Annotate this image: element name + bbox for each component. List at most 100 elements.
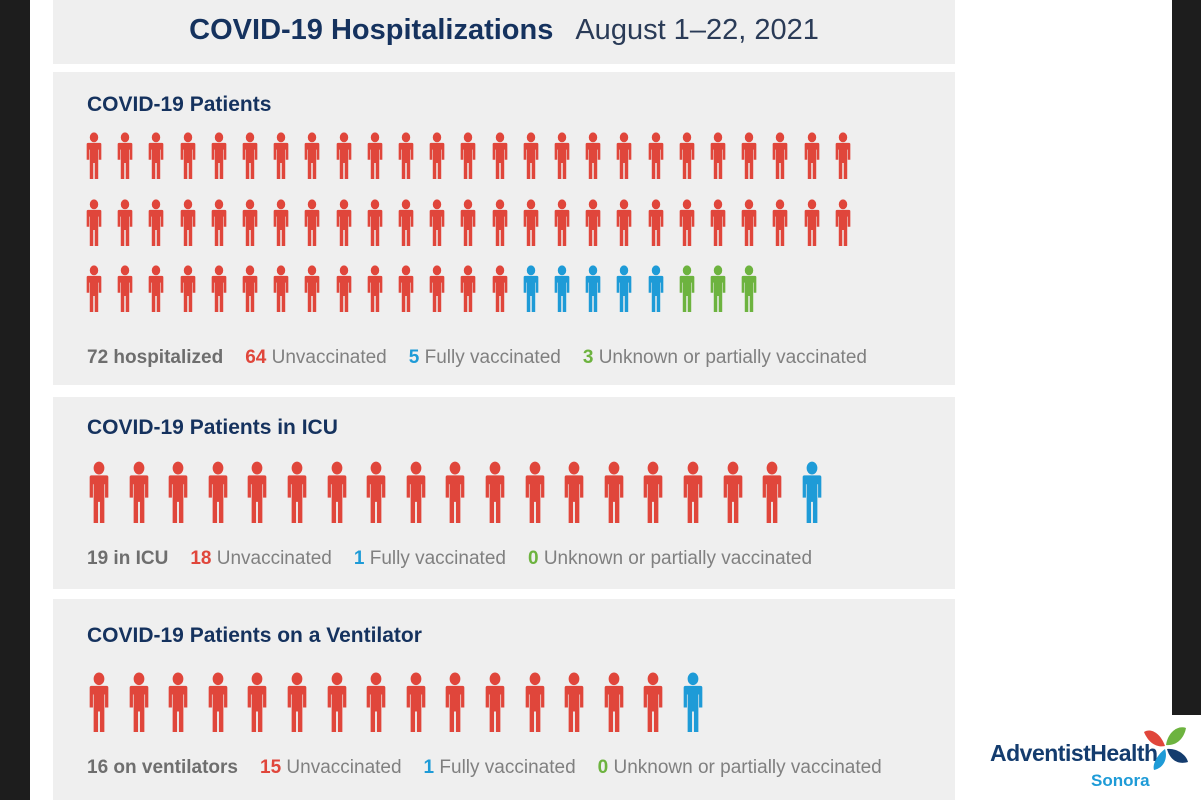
person-icon-unvaccinated bbox=[177, 265, 199, 312]
right-border bbox=[1172, 0, 1201, 715]
person-icon-unvaccinated bbox=[520, 198, 542, 246]
person-icon-unvaccinated bbox=[457, 132, 479, 179]
date-range: August 1–22, 2021 bbox=[575, 14, 819, 46]
patients-panel: COVID-19 Patients 72 hospitalized 64 Unva… bbox=[53, 72, 955, 385]
person-icon-unvaccinated bbox=[323, 461, 351, 523]
person-icon-unvaccinated bbox=[83, 132, 105, 179]
page-title: COVID-19 Hospitalizations August 1–22, 20… bbox=[53, 14, 955, 47]
person-icon-unknown bbox=[707, 265, 729, 312]
person-icon-unvaccinated bbox=[402, 461, 430, 523]
unvaccinated-label: Unvaccinated bbox=[216, 548, 332, 569]
person-icon-unvaccinated bbox=[489, 265, 511, 312]
person-icon-unvaccinated bbox=[613, 132, 635, 179]
person-icon-unvaccinated bbox=[676, 198, 698, 246]
person-icon-unvaccinated bbox=[301, 265, 323, 312]
stats-line: 16 on ventilators 15 Unvaccinated 1 Fully … bbox=[87, 757, 882, 779]
fully-vaccinated-count: 5 bbox=[408, 347, 420, 368]
person-icon-unvaccinated bbox=[521, 461, 549, 523]
person-icon-unvaccinated bbox=[362, 672, 390, 732]
unknown-count: 0 bbox=[527, 548, 539, 569]
stats-line: 19 in ICU 18 Unvaccinated 1 Fully vaccinat… bbox=[87, 548, 812, 570]
unvaccinated-label: Unvaccinated bbox=[286, 757, 402, 778]
person-icon-unvaccinated bbox=[239, 132, 261, 179]
person-icon-unvaccinated bbox=[208, 265, 230, 312]
person-icon-unvaccinated bbox=[582, 132, 604, 179]
person-icon-unvaccinated bbox=[204, 672, 232, 732]
unknown-label: Unknown or partially vaccinated bbox=[543, 548, 813, 569]
person-icon-fully-vaccinated bbox=[613, 265, 635, 312]
person-icon-unknown bbox=[738, 265, 760, 312]
person-icon-unvaccinated bbox=[301, 198, 323, 246]
total-label: 19 in ICU bbox=[87, 548, 169, 569]
fully-vaccinated-label: Fully vaccinated bbox=[369, 548, 506, 569]
person-icon-grid bbox=[53, 72, 955, 385]
person-icon-unvaccinated bbox=[270, 265, 292, 312]
person-icon-unvaccinated bbox=[301, 132, 323, 179]
person-icon-unvaccinated bbox=[457, 198, 479, 246]
person-icon-unvaccinated bbox=[239, 265, 261, 312]
person-icon-unvaccinated bbox=[114, 265, 136, 312]
person-icon-unvaccinated bbox=[125, 461, 153, 523]
person-icon-unvaccinated bbox=[426, 132, 448, 179]
person-icon-unvaccinated bbox=[551, 132, 573, 179]
fully-vaccinated-count: 1 bbox=[423, 757, 435, 778]
logo-name: AdventistHealth bbox=[990, 740, 1158, 766]
icu-panel: COVID-19 Patients in ICU 19 in ICU 18 Unv… bbox=[53, 397, 955, 589]
person-icon-unvaccinated bbox=[738, 132, 760, 179]
person-icon-unvaccinated bbox=[645, 132, 667, 179]
person-icon-unvaccinated bbox=[582, 198, 604, 246]
person-icon-unvaccinated bbox=[83, 265, 105, 312]
person-icon-unvaccinated bbox=[520, 132, 542, 179]
person-icon-unvaccinated bbox=[283, 672, 311, 732]
total-label: 72 hospitalized bbox=[87, 347, 224, 368]
person-icon-unvaccinated bbox=[145, 265, 167, 312]
unknown-label: Unknown or partially vaccinated bbox=[598, 347, 867, 368]
person-icon-unvaccinated bbox=[333, 132, 355, 179]
person-icon-unvaccinated bbox=[125, 672, 153, 732]
person-icon-unvaccinated bbox=[395, 132, 417, 179]
person-icon-unknown bbox=[676, 265, 698, 312]
person-icon-unvaccinated bbox=[738, 198, 760, 246]
person-icon-unvaccinated bbox=[114, 132, 136, 179]
person-icon-unvaccinated bbox=[600, 461, 628, 523]
person-icon-unvaccinated bbox=[114, 198, 136, 246]
left-border bbox=[0, 0, 30, 800]
person-icon-unvaccinated bbox=[707, 198, 729, 246]
person-icon-unvaccinated bbox=[769, 132, 791, 179]
person-icon-unvaccinated bbox=[426, 265, 448, 312]
person-icon-unvaccinated bbox=[364, 265, 386, 312]
person-icon-unvaccinated bbox=[560, 672, 588, 732]
person-icon-unvaccinated bbox=[208, 132, 230, 179]
person-icon-unvaccinated bbox=[208, 198, 230, 246]
person-icon-unvaccinated bbox=[481, 672, 509, 732]
person-icon-unvaccinated bbox=[177, 132, 199, 179]
person-icon-unvaccinated bbox=[613, 198, 635, 246]
person-icon-fully-vaccinated bbox=[520, 265, 542, 312]
person-icon-unvaccinated bbox=[489, 132, 511, 179]
person-icon-unvaccinated bbox=[283, 461, 311, 523]
person-icon-unvaccinated bbox=[639, 461, 667, 523]
person-icon-unvaccinated bbox=[481, 461, 509, 523]
person-icon-unvaccinated bbox=[707, 132, 729, 179]
person-icon-unvaccinated bbox=[600, 672, 628, 732]
person-icon-unvaccinated bbox=[801, 132, 823, 179]
person-icon-unvaccinated bbox=[243, 461, 271, 523]
section-title: COVID-19 Patients on a Ventilator bbox=[87, 624, 422, 647]
person-icon-unvaccinated bbox=[801, 198, 823, 246]
unvaccinated-count: 18 bbox=[190, 548, 212, 569]
person-icon-unvaccinated bbox=[645, 198, 667, 246]
person-icon-unvaccinated bbox=[402, 672, 430, 732]
person-icon-unvaccinated bbox=[164, 672, 192, 732]
person-icon-unvaccinated bbox=[832, 198, 854, 246]
person-icon-unvaccinated bbox=[83, 198, 105, 246]
person-icon-unvaccinated bbox=[270, 132, 292, 179]
title-text: COVID-19 Hospitalizations bbox=[189, 14, 554, 46]
person-icon-unvaccinated bbox=[832, 132, 854, 179]
unvaccinated-count: 64 bbox=[245, 347, 267, 368]
section-title: COVID-19 Patients bbox=[87, 93, 272, 116]
person-icon-unvaccinated bbox=[85, 461, 113, 523]
person-icon-unvaccinated bbox=[441, 461, 469, 523]
person-icon-unvaccinated bbox=[639, 672, 667, 732]
person-icon-unvaccinated bbox=[364, 132, 386, 179]
fully-vaccinated-count: 1 bbox=[353, 548, 365, 569]
